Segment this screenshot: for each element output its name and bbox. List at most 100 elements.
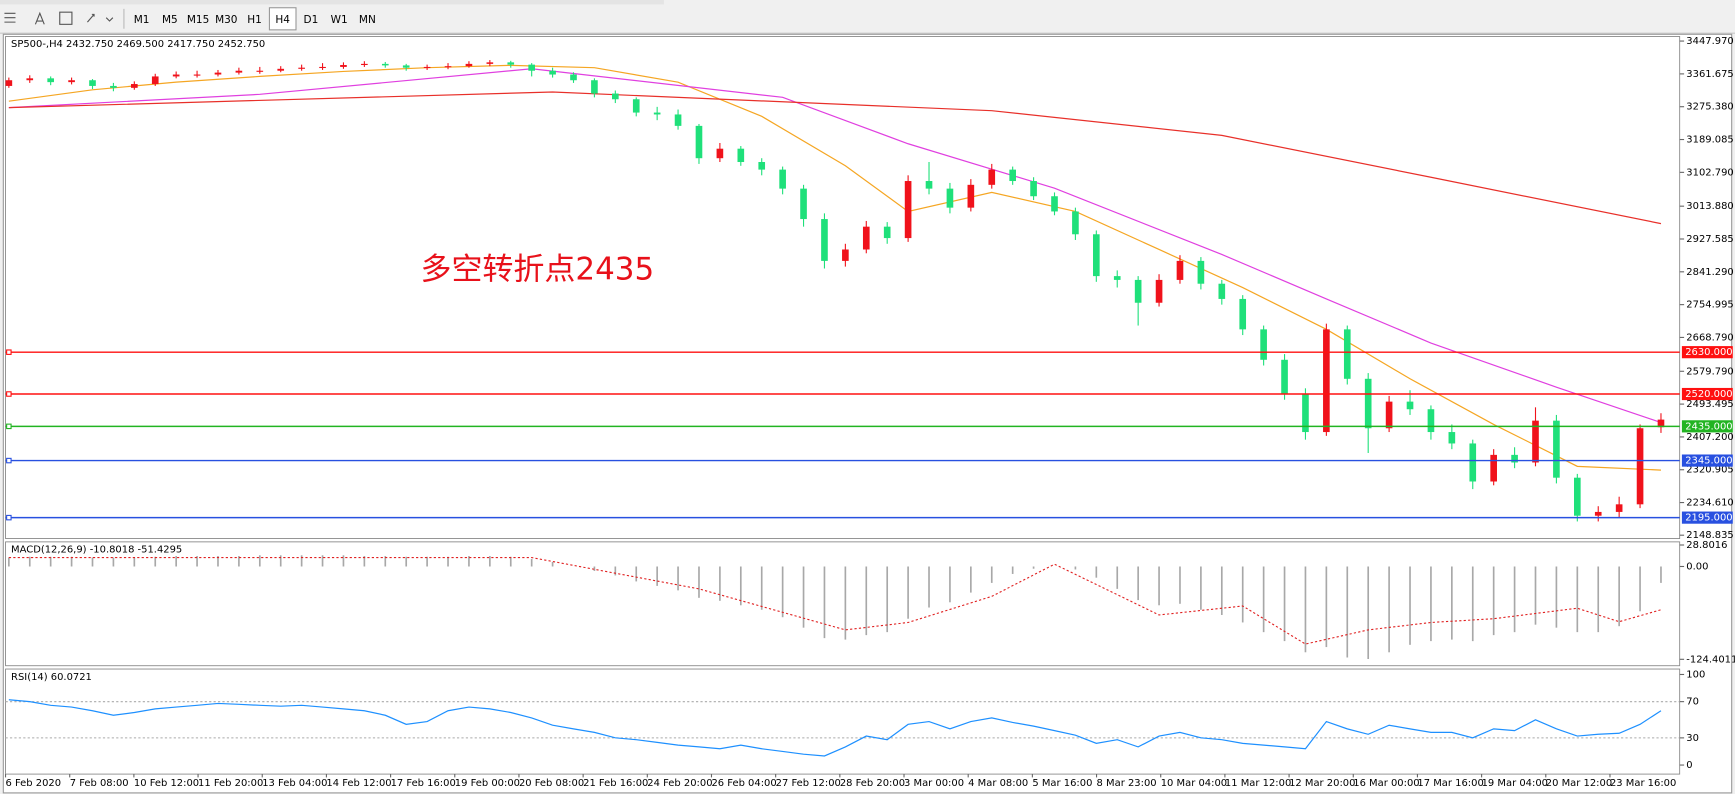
timeframe-button[interactable]: [268, 7, 297, 31]
y-tick-label: 3189.085: [1686, 135, 1733, 146]
candle-body: [716, 148, 724, 159]
price-level-tag: [1681, 511, 1733, 524]
candle-body: [1594, 511, 1602, 516]
price-level-tag: [1681, 346, 1733, 359]
timeframe-button[interactable]: [184, 7, 212, 30]
candle-body: [988, 169, 996, 185]
level-handle: [6, 391, 12, 397]
candle-body: [946, 188, 954, 208]
icon-text-a[interactable]: [34, 11, 45, 25]
x-tick-label: 13 Feb 04:00: [262, 778, 327, 789]
x-tick-label: 7 Feb 08:00: [70, 778, 129, 789]
level-handle: [6, 457, 12, 464]
candle-body: [172, 74, 180, 77]
candle-body: [1343, 329, 1351, 379]
candle-body: [674, 114, 682, 126]
timeframe-button[interactable]: [213, 7, 240, 30]
toolbar-icons: [4, 8, 125, 29]
icon-menu[interactable]: [4, 12, 16, 23]
moving-average: [8, 68, 1662, 424]
x-tick-label: 11 Feb 20:00: [198, 778, 263, 789]
candle-body: [131, 84, 138, 88]
timeframe-label[interactable]: M5: [162, 14, 178, 26]
timeframe-label[interactable]: M1: [134, 14, 150, 26]
candle-body: [1239, 298, 1247, 330]
panel-frame: [5, 541, 1681, 667]
price-level-tag: [1681, 420, 1733, 433]
candle-body: [925, 181, 933, 189]
timeframe-label[interactable]: MN: [359, 14, 376, 26]
y-tick-label: 2668.790: [1686, 332, 1733, 343]
candle-body: [1448, 432, 1456, 444]
timeframe-button[interactable]: [297, 7, 325, 30]
candle-body: [1469, 443, 1477, 482]
candle-body: [570, 74, 577, 81]
x-tick-label: 23 Mar 16:00: [1610, 778, 1676, 789]
timeframe-label[interactable]: D1: [304, 14, 319, 26]
x-tick-label: 26 Feb 04:00: [711, 778, 776, 789]
candle-body: [402, 65, 410, 68]
x-tick-label: 6 Feb 2020: [6, 778, 62, 789]
y-tick-label: 2493.495: [1686, 399, 1733, 410]
y-tick-label: 2234.610: [1686, 498, 1733, 509]
x-tick-label: 14 Feb 12:00: [326, 778, 391, 789]
candle-body: [904, 181, 912, 239]
x-tick-label: 4 Mar 08:00: [968, 778, 1028, 789]
price-level-label: 2630.000: [1685, 347, 1732, 358]
timeframe-label[interactable]: H1: [247, 14, 262, 26]
candle-body: [68, 80, 75, 83]
x-tick-label: 8 Mar 23:00: [1097, 778, 1157, 789]
macd-signal: [8, 557, 1662, 645]
timeframe-button[interactable]: [128, 7, 155, 30]
timeframe-label[interactable]: M30: [215, 14, 237, 26]
timeframe-button[interactable]: [354, 7, 381, 30]
candle-body: [444, 66, 452, 68]
timeframe-button[interactable]: [325, 7, 353, 30]
candle-body: [340, 65, 347, 67]
candle-body: [1657, 419, 1665, 428]
timeframe-label[interactable]: W1: [331, 14, 348, 26]
timeframe-label[interactable]: M15: [187, 14, 209, 26]
candle-body: [612, 93, 619, 100]
candle-body: [632, 99, 640, 113]
candle-body: [5, 80, 13, 86]
icon-text-t[interactable]: [59, 11, 73, 25]
candle-body: [26, 78, 34, 81]
candle-body: [298, 67, 305, 69]
y-tick-label: 30: [1686, 733, 1699, 744]
timeframe-label[interactable]: H4: [275, 14, 290, 26]
candle-body: [1364, 378, 1372, 429]
y-tick-label: 3013.880: [1686, 201, 1733, 212]
x-tick-label: 5 Mar 16:00: [1032, 778, 1092, 789]
y-tick-label: 2320.905: [1686, 465, 1733, 476]
candle-body: [591, 80, 598, 94]
x-tick-label: 21 Feb 16:00: [583, 778, 648, 789]
candle-body: [1281, 359, 1288, 395]
icon-arrows[interactable]: [86, 13, 114, 23]
candle-body: [1260, 329, 1267, 360]
candle-body: [1030, 181, 1037, 197]
rsi-line: [8, 699, 1662, 757]
timeframe-button[interactable]: [241, 7, 268, 30]
candle-body: [967, 184, 975, 208]
candle-body: [1072, 211, 1079, 235]
candle-body: [779, 169, 786, 189]
candle-body: [193, 74, 201, 76]
candle-body: [821, 219, 828, 261]
price-level-label: 2345.000: [1685, 456, 1732, 467]
candle-body: [381, 63, 389, 66]
y-tick-label: 100: [1686, 669, 1705, 680]
y-tick-label: 0: [1686, 760, 1692, 771]
x-tick-label: 10 Mar 04:00: [1161, 778, 1227, 789]
candle-body: [1134, 279, 1142, 303]
candle-body: [1553, 420, 1560, 478]
candle-body: [695, 125, 703, 159]
x-tick-label: 27 Feb 12:00: [776, 778, 841, 789]
candle-body: [862, 226, 870, 250]
candle-body: [1197, 260, 1205, 284]
timeframe-button[interactable]: [156, 7, 184, 30]
price-level-label: 2195.000: [1685, 513, 1732, 524]
candle-body: [1155, 279, 1163, 303]
y-tick-label: 2407.200: [1686, 432, 1733, 443]
panel-title: RSI(14) 60.0721: [11, 672, 92, 683]
